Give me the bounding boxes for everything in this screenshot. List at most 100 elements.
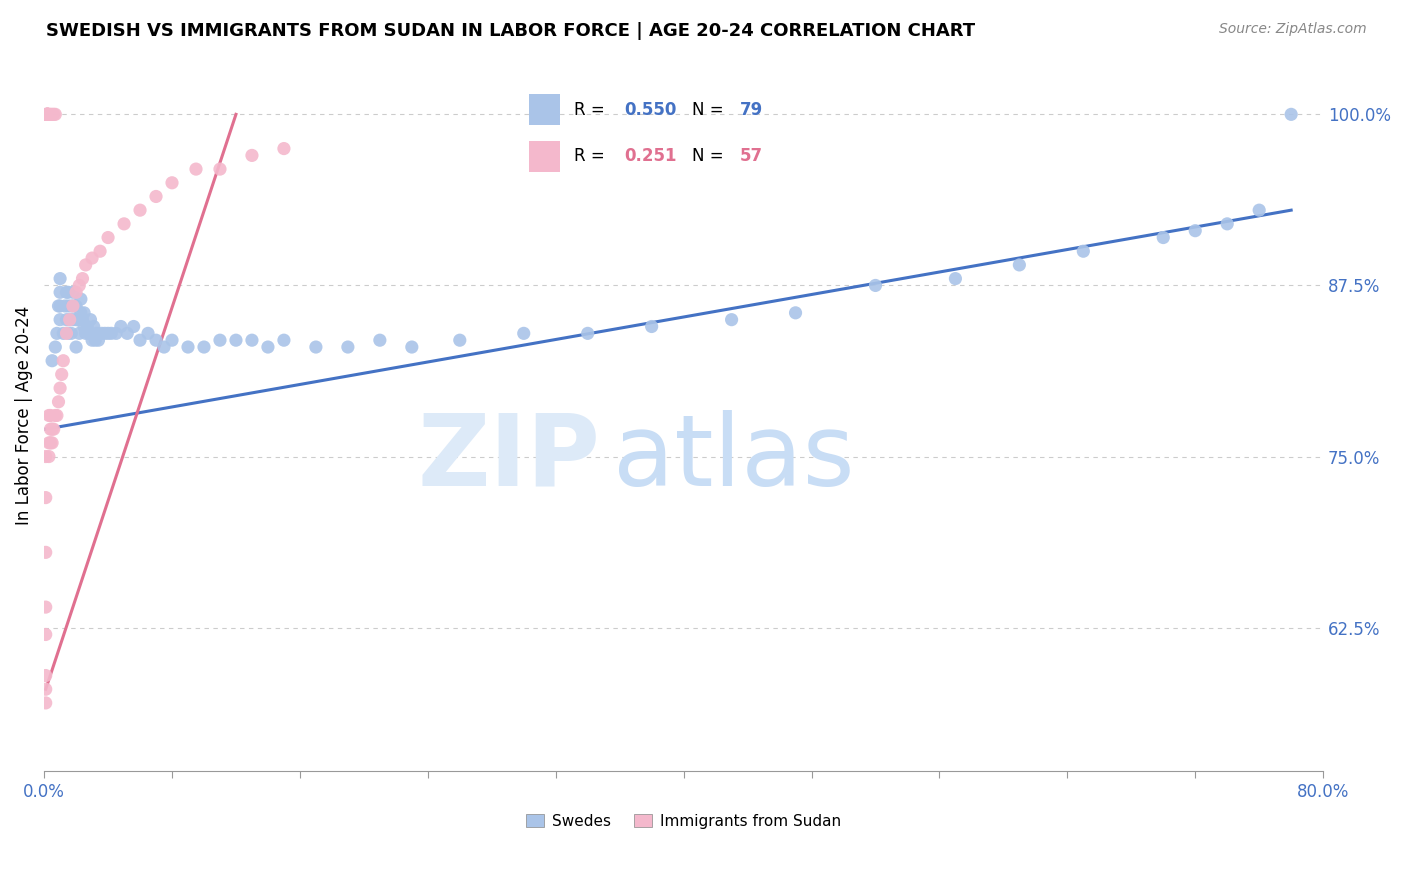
Point xyxy=(59,312,82,326)
Point xyxy=(65,312,87,326)
Point xyxy=(72,312,94,326)
Point xyxy=(62,299,84,313)
Point xyxy=(41,422,63,436)
Point xyxy=(513,326,536,341)
Point xyxy=(53,299,76,313)
Point xyxy=(720,312,742,326)
Point xyxy=(49,299,72,313)
Point xyxy=(145,189,167,203)
Point xyxy=(35,668,58,682)
Point xyxy=(94,326,117,341)
Point xyxy=(67,326,90,341)
Point xyxy=(1249,203,1271,218)
Point xyxy=(193,340,215,354)
Point xyxy=(37,107,59,121)
Point xyxy=(51,368,73,382)
Point xyxy=(60,299,83,313)
Point xyxy=(35,696,58,710)
Point xyxy=(62,285,84,300)
Point xyxy=(105,326,128,341)
Point xyxy=(225,333,247,347)
Point xyxy=(785,306,807,320)
Point xyxy=(49,381,72,395)
Point xyxy=(79,312,101,326)
Point xyxy=(257,340,280,354)
Point xyxy=(184,162,207,177)
Point xyxy=(865,278,887,293)
Point xyxy=(59,312,82,326)
Point xyxy=(55,285,77,300)
Point xyxy=(52,353,75,368)
Point xyxy=(449,333,471,347)
Point xyxy=(1279,107,1302,121)
Point xyxy=(273,142,295,156)
Point xyxy=(1216,217,1239,231)
Point xyxy=(160,176,183,190)
Point xyxy=(37,107,59,121)
Text: atlas: atlas xyxy=(613,409,855,507)
Point xyxy=(35,627,58,641)
Point xyxy=(49,271,72,285)
Point xyxy=(1008,258,1031,272)
Point xyxy=(72,271,94,285)
Point xyxy=(83,319,105,334)
Point xyxy=(1184,224,1206,238)
Point xyxy=(44,107,66,121)
Point xyxy=(129,203,152,218)
Point xyxy=(55,326,77,341)
Point xyxy=(305,340,328,354)
Point xyxy=(49,285,72,300)
Point xyxy=(77,326,100,341)
Point xyxy=(38,107,60,121)
Point xyxy=(35,682,58,697)
Point xyxy=(42,107,65,121)
Point xyxy=(60,326,83,341)
Point xyxy=(208,333,231,347)
Y-axis label: In Labor Force | Age 20-24: In Labor Force | Age 20-24 xyxy=(15,306,32,525)
Point xyxy=(41,435,63,450)
Point xyxy=(37,107,59,121)
Point xyxy=(160,333,183,347)
Point xyxy=(56,326,79,341)
Point xyxy=(100,326,122,341)
Text: Source: ZipAtlas.com: Source: ZipAtlas.com xyxy=(1219,22,1367,37)
Point xyxy=(66,312,89,326)
Point xyxy=(80,251,103,265)
Point xyxy=(1152,230,1174,244)
Point xyxy=(240,148,263,162)
Point xyxy=(63,299,86,313)
Point xyxy=(45,326,67,341)
Point xyxy=(35,545,58,559)
Point xyxy=(42,422,65,436)
Point xyxy=(97,326,120,341)
Point xyxy=(240,333,263,347)
Point xyxy=(84,333,107,347)
Point xyxy=(89,244,111,259)
Point xyxy=(39,422,62,436)
Point xyxy=(38,450,60,464)
Point xyxy=(37,107,59,121)
Point xyxy=(37,107,59,121)
Point xyxy=(38,435,60,450)
Point xyxy=(73,306,96,320)
Point xyxy=(273,333,295,347)
Point xyxy=(208,162,231,177)
Point xyxy=(52,326,75,341)
Point xyxy=(945,271,967,285)
Point xyxy=(39,107,62,121)
Point xyxy=(90,326,112,341)
Point xyxy=(75,258,97,272)
Point xyxy=(44,409,66,423)
Point xyxy=(153,340,176,354)
Point xyxy=(37,107,59,121)
Point xyxy=(640,319,662,334)
Point xyxy=(97,230,120,244)
Point xyxy=(41,107,63,121)
Point xyxy=(87,333,110,347)
Point xyxy=(35,107,58,121)
Point xyxy=(45,409,67,423)
Point xyxy=(48,299,70,313)
Point xyxy=(37,107,59,121)
Point xyxy=(117,326,139,341)
Point xyxy=(136,326,159,341)
